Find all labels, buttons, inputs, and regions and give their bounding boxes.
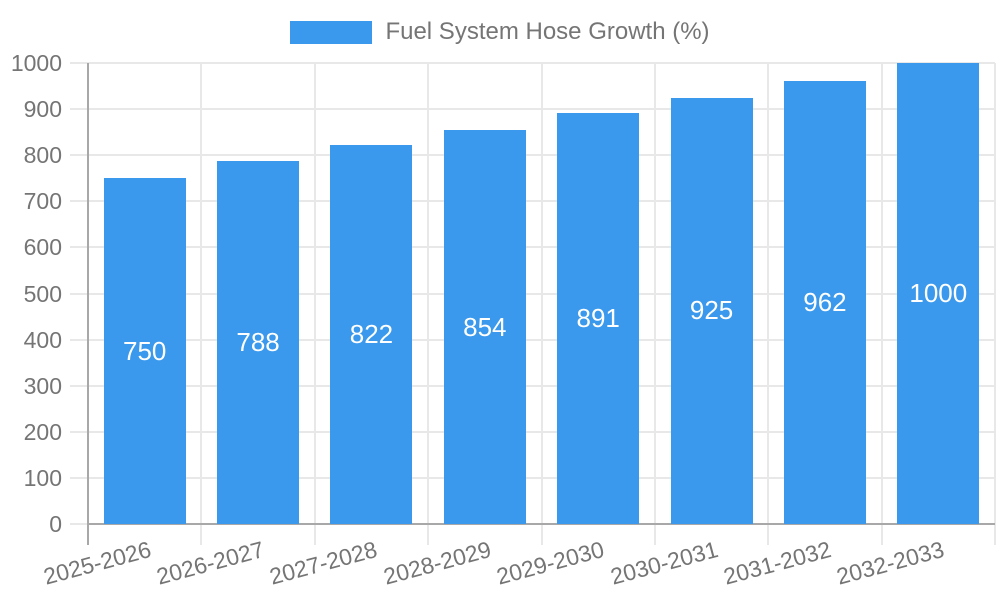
y-axis-line (87, 63, 89, 545)
bar: 1000 (897, 63, 980, 524)
x-axis-label: 2028-2029 (380, 536, 494, 590)
y-gridline (70, 108, 995, 111)
y-axis-label: 100 (23, 464, 62, 491)
bar-value-label: 750 (122, 335, 167, 366)
y-axis-label: 400 (23, 326, 62, 353)
legend-swatch (290, 20, 373, 44)
x-gridline (880, 63, 883, 545)
x-gridline (313, 63, 316, 545)
y-axis-label: 300 (23, 372, 62, 399)
x-gridline (994, 63, 996, 545)
y-gridline (70, 62, 995, 64)
bar: 891 (557, 113, 640, 524)
bar-value-label: 788 (236, 326, 280, 357)
bar: 750 (103, 178, 186, 524)
x-axis-label: 2032-2033 (834, 536, 948, 590)
x-gridline (653, 63, 656, 545)
x-axis-label: 2026-2027 (153, 536, 267, 590)
bar-value-label: 925 (689, 295, 734, 326)
bar-value-label: 822 (349, 319, 394, 350)
bar-value-label: 1000 (909, 278, 968, 308)
y-axis-label: 900 (23, 96, 62, 123)
bar-value-label: 854 (463, 311, 507, 342)
y-axis-label: 600 (23, 234, 62, 261)
bar-value-label: 962 (803, 286, 847, 317)
x-gridline (767, 63, 770, 545)
y-axis-label: 700 (23, 188, 62, 215)
x-axis-label: 2029-2030 (493, 536, 607, 590)
bar: 962 (783, 80, 866, 524)
legend-label: Fuel System Hose Growth (%) (385, 18, 710, 45)
x-axis-line (88, 523, 995, 525)
x-gridline (200, 63, 203, 545)
y-axis-label: 200 (23, 418, 62, 445)
y-gridline (70, 200, 995, 203)
y-gridline (70, 338, 995, 341)
y-axis-label: 800 (23, 142, 62, 169)
bar: 822 (330, 145, 413, 524)
x-gridline (427, 63, 430, 545)
x-axis-label: 2027-2028 (267, 536, 381, 590)
y-axis-label: 0 (49, 511, 62, 537)
y-gridline (70, 430, 995, 433)
bar: 788 (217, 160, 300, 524)
x-gridline (540, 63, 543, 545)
y-gridline (70, 154, 995, 157)
y-axis-label: 1000 (10, 50, 62, 76)
y-gridline (70, 384, 995, 387)
bar-value-label: 891 (576, 303, 620, 334)
y-axis-label: 500 (23, 280, 62, 307)
x-axis-label: 2031-2032 (720, 536, 834, 590)
legend: Fuel System Hose Growth (%) (0, 18, 1000, 46)
bar: 854 (443, 130, 526, 524)
bar: 925 (670, 97, 753, 524)
y-gridline (70, 292, 995, 295)
x-axis-label: 2025-2026 (40, 536, 154, 590)
x-axis-label: 2030-2031 (607, 536, 721, 590)
y-gridline (70, 476, 995, 479)
y-gridline (70, 246, 995, 249)
